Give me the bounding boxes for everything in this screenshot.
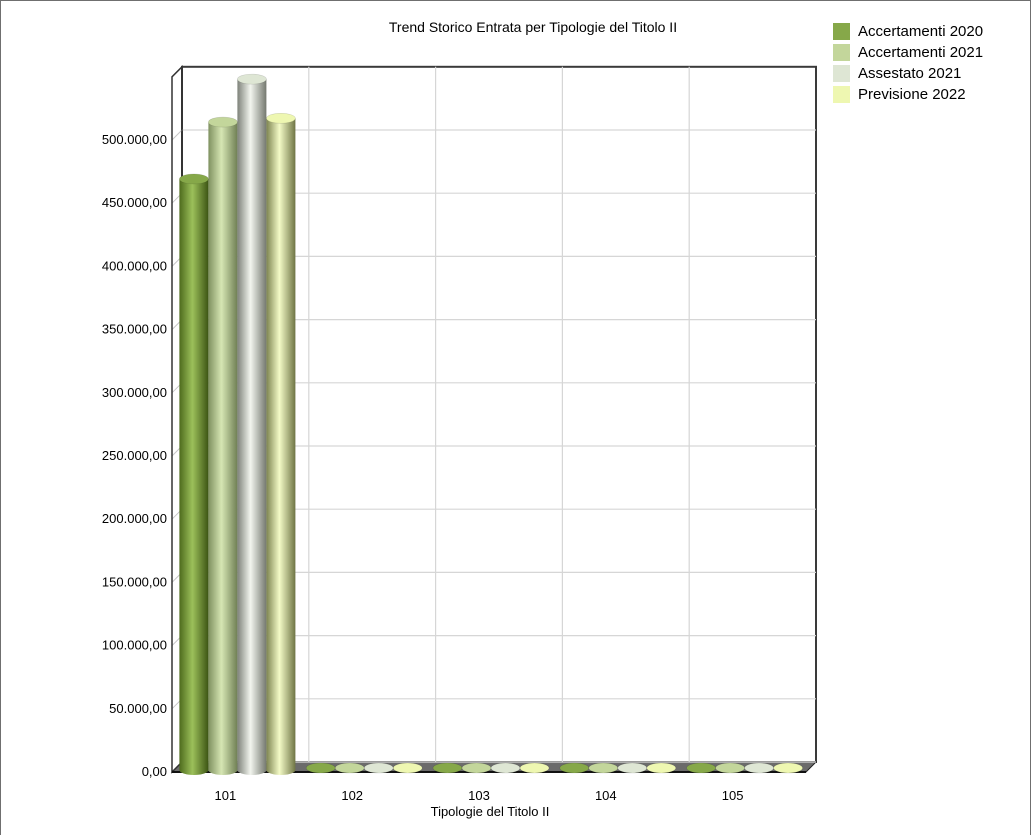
y-tick-label: 100.000,00 <box>102 638 167 653</box>
x-tick-label: 101 <box>215 788 237 803</box>
x-axis-label: Tipologie del Titolo II <box>431 804 550 819</box>
bar-102-0 <box>305 762 336 774</box>
bar-104-1 <box>588 762 619 774</box>
bar-top <box>773 762 803 774</box>
bar-top <box>432 762 463 774</box>
bar-top <box>208 116 238 128</box>
x-tick-label: 105 <box>722 788 744 803</box>
bar-top <box>559 762 590 774</box>
bar-top <box>237 73 267 85</box>
bar-102-1 <box>334 762 365 774</box>
chart-title: Trend Storico Entrata per Tipologie del … <box>388 19 678 35</box>
legend-label: Previsione 2022 <box>858 86 966 103</box>
x-tick-labels: 101 102 103 104 105 <box>215 788 744 803</box>
bar-102-2 <box>363 762 394 774</box>
bar-top <box>588 762 619 774</box>
y-tick-label: 50.000,00 <box>109 701 167 716</box>
y-tick-label: 350.000,00 <box>102 322 167 337</box>
y-tick-label: 0,00 <box>142 764 167 779</box>
bar-top <box>179 173 209 185</box>
x-tick-label: 102 <box>341 788 363 803</box>
bar-top <box>363 762 394 774</box>
legend-label: Assestato 2021 <box>858 65 962 82</box>
x-tick-label: 103 <box>468 788 490 803</box>
bar-104-3 <box>646 762 677 774</box>
bar-base <box>237 765 267 775</box>
bars <box>179 73 803 775</box>
bar-102-3 <box>392 762 423 774</box>
legend-label: Accertamenti 2021 <box>858 44 984 61</box>
y-tick-label: 200.000,00 <box>102 511 167 526</box>
y-axis <box>171 64 183 774</box>
bar-top <box>305 762 336 774</box>
y-tick-label: 150.000,00 <box>102 574 167 589</box>
bar-top <box>490 762 521 774</box>
bar-103-2 <box>490 762 521 774</box>
y-tick-label: 250.000,00 <box>102 448 167 463</box>
legend-swatch <box>833 65 850 82</box>
y-tick-labels: 0,00 50.000,00 100.000,00 150.000,00 200.000… <box>102 132 167 779</box>
legend-label: Accertamenti 2020 <box>858 23 984 40</box>
bar-top <box>617 762 648 774</box>
bar-101-2 <box>237 73 267 775</box>
bar-top <box>392 762 423 774</box>
legend-item: Accertamenti 2020 <box>833 21 983 42</box>
bar-top <box>461 762 492 774</box>
bar-101-0 <box>179 173 209 775</box>
bar-base <box>266 765 296 775</box>
legend-item: Assestato 2021 <box>833 63 983 84</box>
bar-105-1 <box>715 762 745 774</box>
bar-body <box>179 178 209 770</box>
bar-104-0 <box>559 762 590 774</box>
bar-105-3 <box>773 762 803 774</box>
y-tick-label: 450.000,00 <box>102 195 167 210</box>
bar-base <box>179 765 209 775</box>
bar-101-1 <box>208 116 238 775</box>
x-tick-label: 104 <box>595 788 617 803</box>
legend-swatch <box>833 86 850 103</box>
legend-item: Previsione 2022 <box>833 84 983 105</box>
bar-top <box>266 113 296 124</box>
bar-body <box>208 122 238 770</box>
bar-103-0 <box>432 762 463 774</box>
gridline-side <box>171 129 183 141</box>
legend-swatch <box>833 44 850 61</box>
legend: Accertamenti 2020 Accertamenti 2021 Assest… <box>833 21 983 105</box>
legend-item: Accertamenti 2021 <box>833 42 983 63</box>
bar-top <box>744 762 774 774</box>
y-tick-label: 500.000,00 <box>102 132 167 147</box>
legend-swatch <box>833 23 850 40</box>
bar-top <box>646 762 677 774</box>
bar-top <box>334 762 365 774</box>
bar-103-3 <box>519 762 550 774</box>
y-tick-label: 300.000,00 <box>102 385 167 400</box>
bar-105-0 <box>686 762 716 774</box>
bar-103-1 <box>461 762 492 774</box>
bar-104-2 <box>617 762 648 774</box>
bar-top <box>686 762 716 774</box>
y-tick-label: 400.000,00 <box>102 258 167 273</box>
bar-body <box>237 79 267 771</box>
bar-101-3 <box>266 113 296 775</box>
bar-105-2 <box>744 762 774 774</box>
bar-top <box>519 762 550 774</box>
bar-base <box>208 765 238 775</box>
bar-body <box>266 118 296 770</box>
bar-top <box>715 762 745 774</box>
